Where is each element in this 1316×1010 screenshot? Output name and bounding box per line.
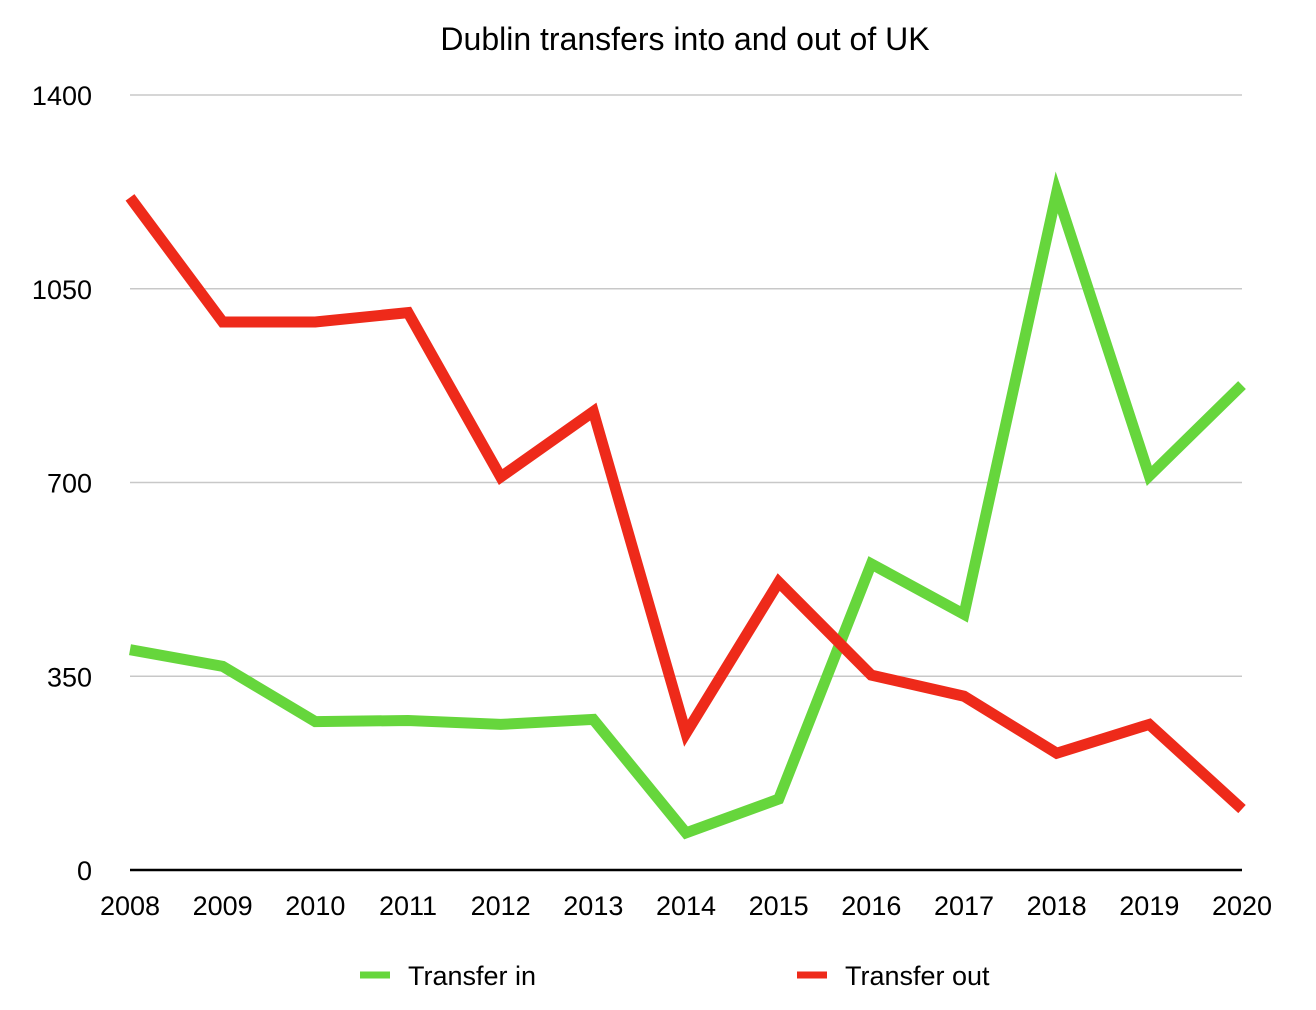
- x-axis-ticks: 2008 2009 2010 2011 2012 2013 2014 2015 2016 2017…: [100, 891, 1272, 921]
- x-tick-label: 2008: [100, 891, 160, 921]
- x-tick-label: 2012: [471, 891, 531, 921]
- legend-item-transfer-out: Transfer out: [797, 961, 990, 991]
- x-tick-label: 2011: [379, 891, 437, 921]
- x-tick-label: 2018: [1027, 891, 1087, 921]
- x-tick-label: 2013: [563, 891, 623, 921]
- y-tick-label: 350: [47, 662, 92, 692]
- y-axis-ticks: 0 350 700 1050 1400: [32, 81, 92, 886]
- x-tick-label: 2009: [193, 891, 253, 921]
- y-tick-label: 700: [47, 469, 92, 499]
- chart-title: Dublin transfers into and out of UK: [440, 21, 929, 57]
- x-tick-label: 2019: [1119, 891, 1179, 921]
- x-tick-label: 2017: [934, 891, 994, 921]
- y-tick-label: 1050: [32, 275, 92, 305]
- x-tick-label: 2020: [1212, 891, 1272, 921]
- legend-item-transfer-in: Transfer in: [360, 961, 536, 991]
- series-line-transfer-out: [125, 194, 1246, 814]
- x-tick-label: 2016: [841, 891, 901, 921]
- x-tick-label: 2015: [749, 891, 809, 921]
- legend: Transfer in Transfer out: [360, 961, 990, 991]
- x-tick-label: 2014: [656, 891, 716, 921]
- series-lines: [125, 171, 1246, 840]
- x-tick-label: 2010: [285, 891, 345, 921]
- series-line-transfer-in: [129, 171, 1246, 840]
- legend-label: Transfer in: [408, 961, 536, 991]
- grid-lines: [130, 94, 1242, 872]
- y-tick-label: 1400: [32, 81, 92, 111]
- legend-label: Transfer out: [845, 961, 990, 991]
- y-tick-label: 0: [77, 856, 92, 886]
